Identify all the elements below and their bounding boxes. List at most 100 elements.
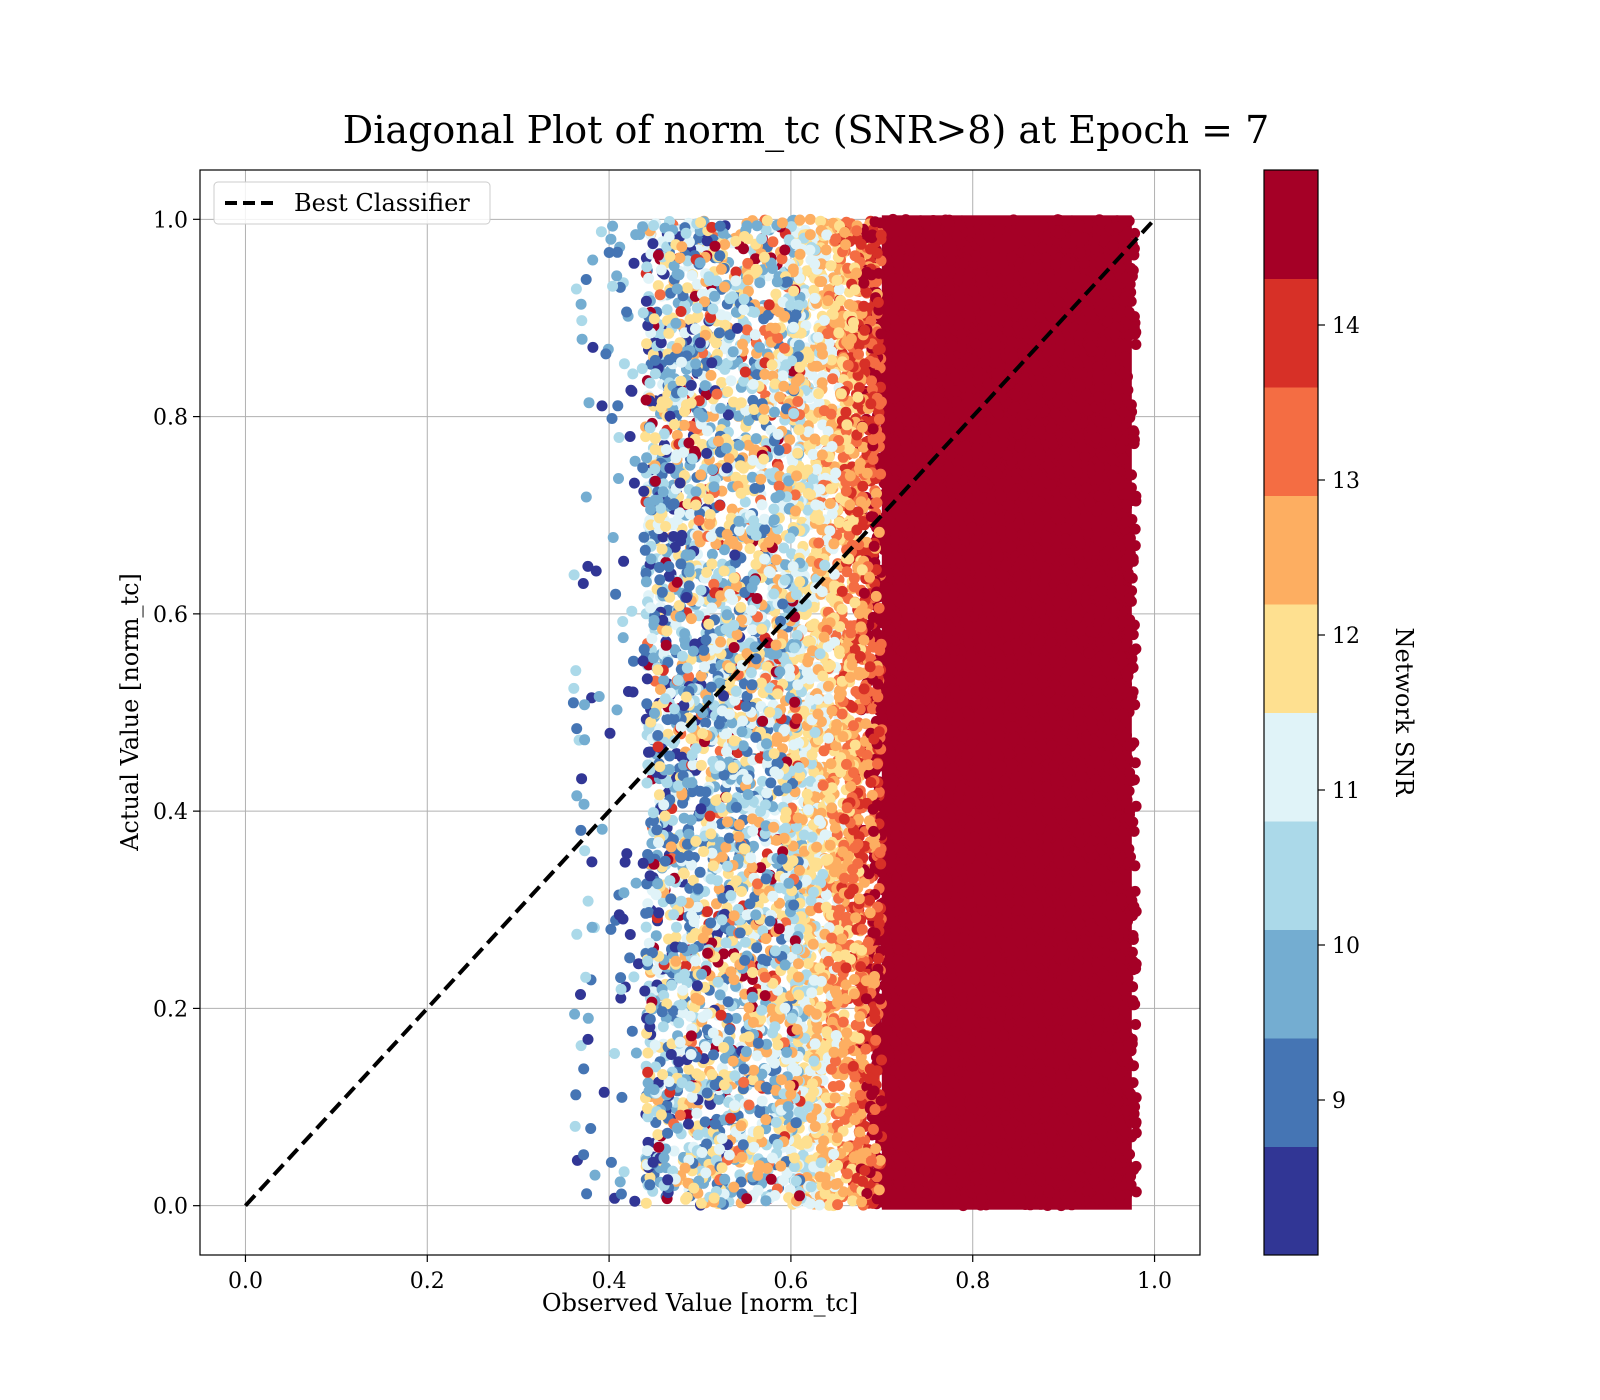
scatter-point (1016, 605, 1028, 617)
scatter-point (934, 922, 946, 934)
scatter-point (1057, 553, 1069, 565)
scatter-point (1128, 1060, 1139, 1072)
scatter-point (1014, 1167, 1026, 1179)
scatter-point (1087, 722, 1099, 734)
scatter-point (936, 708, 948, 720)
scatter-point (1104, 1195, 1116, 1207)
scatter-point (912, 1133, 924, 1145)
scatter-point (1069, 848, 1081, 860)
scatter-point (923, 462, 935, 474)
scatter-point (965, 770, 977, 782)
scatter-point (1049, 354, 1061, 366)
scatter-point (946, 1012, 958, 1024)
scatter-point (920, 880, 932, 892)
scatter-point (1024, 1196, 1036, 1208)
scatter-point (974, 873, 986, 885)
scatter-point (921, 1149, 933, 1161)
scatter-point (892, 258, 904, 270)
scatter-point (1050, 259, 1062, 271)
scatter-point (1015, 221, 1027, 233)
scatter-point (895, 863, 907, 875)
scatter-point (1059, 391, 1070, 403)
scatter-point (1005, 541, 1017, 553)
scatter-point (1018, 1183, 1030, 1195)
scatter-point (988, 632, 999, 644)
scatter-point (976, 895, 988, 907)
scatter-point (927, 964, 939, 976)
scatter-point (1045, 1126, 1057, 1138)
scatter-point (1037, 242, 1049, 254)
scatter-point (1115, 1190, 1126, 1202)
scatter-point (1011, 284, 1023, 295)
scatter-point (972, 754, 984, 766)
scatter-point (1049, 408, 1061, 420)
scatter-point (1103, 502, 1115, 514)
scatter-point (1034, 1172, 1046, 1184)
scatter-point (1001, 906, 1013, 917)
scatter-point (901, 609, 913, 620)
scatter-point (956, 506, 968, 518)
scatter-point (1115, 952, 1126, 964)
scatter-point (975, 1120, 987, 1132)
scatter-point (1065, 639, 1077, 651)
scatter-point (1100, 700, 1112, 712)
scatter-point (918, 902, 930, 914)
scatter-point (1043, 728, 1055, 740)
scatter-point (902, 694, 914, 706)
scatter-point (963, 919, 975, 931)
scatter-point (979, 563, 991, 574)
scatter-point (995, 604, 1007, 616)
scatter-point (901, 801, 913, 813)
scatter-point (985, 856, 997, 868)
scatter-point (934, 539, 946, 551)
scatter-point (1061, 837, 1073, 849)
scatter-point (1028, 623, 1040, 635)
scatter-point (885, 556, 897, 567)
scatter-point (947, 498, 959, 510)
scatter-point (1070, 1173, 1082, 1185)
scatter-point (1016, 868, 1028, 880)
scatter-point (1002, 325, 1014, 337)
scatter-point (1053, 297, 1065, 309)
scatter-point (917, 971, 929, 983)
scatter-point (898, 994, 910, 1006)
scatter-point (1072, 1160, 1084, 1172)
scatter-points (567, 213, 1142, 1212)
scatter-point (1119, 272, 1131, 284)
scatter-point (1103, 724, 1115, 735)
scatter-point (1031, 329, 1043, 341)
scatter-point (1127, 662, 1139, 674)
scatter-point (1071, 466, 1083, 478)
scatter-point (1092, 813, 1104, 825)
scatter-point (1014, 1193, 1026, 1205)
scatter-point (912, 323, 924, 335)
scatter-point (979, 1062, 991, 1073)
scatter-point (1130, 905, 1142, 917)
scatter-point (1017, 656, 1029, 668)
scatter-point (981, 1154, 993, 1166)
scatter-point (1066, 1104, 1077, 1116)
scatter-point (1103, 1166, 1115, 1178)
scatter-point (971, 442, 983, 454)
scatter-point (1031, 771, 1043, 782)
scatter-point (936, 1173, 948, 1185)
scatter-point (922, 851, 934, 863)
scatter-point (949, 1145, 961, 1157)
scatter-point (1040, 531, 1052, 542)
scatter-point (918, 1035, 930, 1047)
scatter-point (943, 948, 955, 960)
scatter-point (1006, 758, 1018, 770)
scatter-point (930, 304, 942, 316)
scatter-point (1012, 837, 1024, 849)
scatter-point (886, 337, 898, 349)
scatter-point (1106, 469, 1118, 481)
scatter-point (1077, 866, 1089, 878)
scatter-point (1081, 734, 1093, 746)
scatter-point (1033, 876, 1045, 888)
scatter-point (924, 341, 935, 352)
scatter-point (1006, 721, 1018, 733)
scatter-point (1074, 837, 1086, 849)
scatter-point (886, 968, 898, 980)
scatter-point (1122, 226, 1134, 238)
scatter-point (1033, 1082, 1045, 1094)
